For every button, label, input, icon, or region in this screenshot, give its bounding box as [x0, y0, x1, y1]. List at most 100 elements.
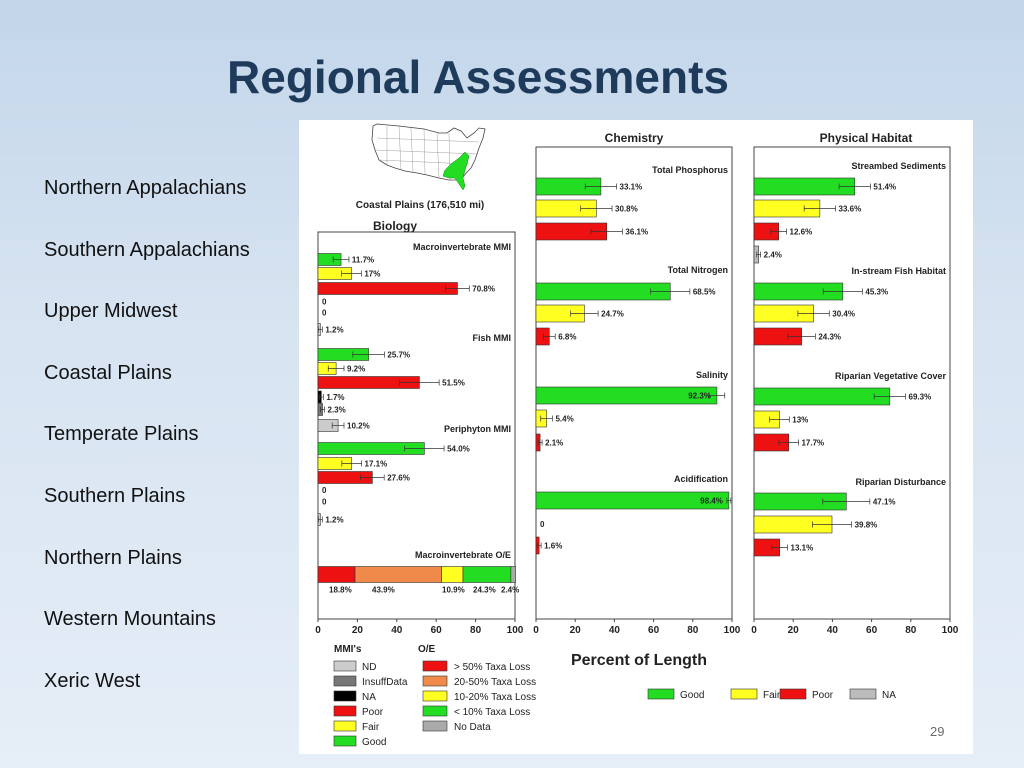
legend-swatch [333, 735, 357, 747]
stacked-segment [441, 566, 464, 583]
legend-swatch [779, 688, 807, 700]
x-tick-label: 60 [866, 625, 878, 636]
x-tick-label: 100 [507, 625, 524, 636]
data-label: 0 [540, 520, 545, 529]
bar [535, 282, 671, 301]
x-tick-label: 60 [648, 625, 660, 636]
x-tick-label: 80 [470, 625, 482, 636]
data-label: 68.5% [693, 288, 716, 297]
panel-title: Chemistry [605, 131, 664, 145]
group-title: Salinity [696, 370, 728, 380]
x-tick-label: 80 [687, 625, 699, 636]
legend-label: NA [362, 692, 376, 703]
data-label: 11.7% [352, 256, 374, 265]
data-label: 69.3% [909, 393, 932, 402]
x-tick-label: 0 [533, 625, 539, 636]
data-label: 13.1% [791, 544, 814, 553]
group-title: Total Phosphorus [652, 165, 728, 175]
chart-panels: Biology 0 20 40 60 80 100 Macroinvertebrate MMI… [315, 131, 959, 636]
legend-swatch [849, 688, 877, 700]
group-title: Total Nitrogen [668, 265, 728, 275]
legend-swatch [422, 660, 448, 672]
data-label: 13% [792, 416, 808, 425]
group-title: Acidification [674, 474, 728, 484]
x-tick-label: 100 [724, 625, 741, 636]
x-tick-label: 40 [827, 625, 839, 636]
data-label: 10.2% [347, 422, 370, 431]
stacked-label: 2.4% [501, 586, 519, 595]
region-item: Northern Appalachians [44, 177, 247, 199]
data-label: 0 [322, 309, 327, 318]
group-title: Macroinvertebrate MMI [413, 242, 511, 252]
data-label: 1.7% [326, 393, 344, 402]
region-list: Northern Appalachians Southern Appalachi… [44, 172, 250, 726]
data-label: 30.8% [615, 205, 638, 214]
legend-swatch [333, 705, 357, 717]
legend-label: Fair [763, 690, 781, 701]
data-label: 33.6% [839, 205, 862, 214]
x-tick-label: 40 [609, 625, 621, 636]
panel-0: Biology 0 20 40 60 80 100 Macroinvertebrate MMI… [315, 219, 524, 636]
legend-label: ND [362, 662, 376, 673]
x-tick-label: 60 [431, 625, 443, 636]
mmi-legend-title: MMI's [334, 644, 362, 655]
data-label: 27.6% [387, 474, 410, 483]
data-label: 2.4% [764, 251, 782, 260]
data-label: 39.8% [855, 521, 878, 530]
bar [753, 387, 891, 406]
data-label: 51.5% [442, 379, 465, 388]
data-label: 47.1% [873, 498, 896, 507]
group-title: Fish MMI [473, 333, 512, 343]
data-label: 6.8% [558, 333, 576, 342]
map-caption: Coastal Plains (176,510 mi) [356, 200, 484, 211]
oe-legend-items: > 50% Taxa Loss 20-50% Taxa Loss 10-20% Ta… [422, 660, 536, 733]
group-title: Periphyton MMI [444, 424, 511, 434]
data-label: 9.2% [347, 365, 365, 374]
oe-legend-title: O/E [418, 644, 436, 655]
data-label: 1.2% [325, 326, 343, 335]
panel-title: Biology [373, 219, 417, 233]
legend-label: No Data [454, 722, 491, 733]
condition-chart: Coastal Plains (176,510 mi) Biology 0 20 40… [315, 123, 959, 748]
x-tick-label: 40 [391, 625, 403, 636]
legend-label: Fair [362, 722, 380, 733]
region-item: Southern Plains [44, 484, 186, 507]
region-item: Coastal Plains [44, 361, 172, 384]
data-label: 1.2% [325, 516, 343, 525]
stacked-segment [462, 566, 512, 583]
panel-1: Chemistry 0 20 40 60 80 100 Total Phosphorus 33.… [533, 131, 741, 636]
data-label: 98.4% [700, 497, 723, 506]
data-label: 36.1% [625, 228, 648, 237]
region-item: Upper Midwest [44, 300, 178, 323]
region-item: Northern Plains [44, 546, 182, 569]
legend-swatch [422, 705, 448, 717]
data-label: 2.3% [328, 406, 346, 415]
legend-label: Poor [362, 707, 384, 718]
x-tick-label: 20 [788, 625, 800, 636]
panel-frame [753, 146, 951, 620]
data-label: 17% [364, 270, 380, 279]
condition-legend: Good Fair Poor NA [647, 688, 896, 701]
data-label: 0 [322, 486, 327, 495]
legend-swatch [647, 688, 675, 700]
data-label: 70.8% [472, 285, 495, 294]
group-title: Riparian Vegetative Cover [835, 371, 947, 381]
panel-2: Physical Habitat 0 20 40 60 80 100 Streambed Se… [751, 131, 959, 636]
legend-label: Good [362, 737, 386, 748]
legend-swatch [422, 690, 448, 702]
stacked-segment [354, 566, 442, 583]
legend-label: < 10% Taxa Loss [454, 707, 530, 718]
legend-swatch [333, 660, 357, 672]
legend-swatch [422, 675, 448, 687]
stacked-segment [510, 566, 516, 583]
mmi-legend: MMI's ND InsuffData NA Poor Fair Good [333, 644, 408, 748]
x-tick-label: 0 [315, 625, 321, 636]
data-label: 24.7% [601, 310, 624, 319]
x-axis-label: Percent of Length [571, 652, 707, 669]
data-label: 51.4% [873, 183, 896, 192]
data-label: 25.7% [387, 351, 410, 360]
legend-label: Poor [812, 690, 834, 701]
stacked-label: 18.8% [329, 586, 352, 595]
data-label: 5.4% [555, 415, 573, 424]
us-map [371, 123, 486, 191]
